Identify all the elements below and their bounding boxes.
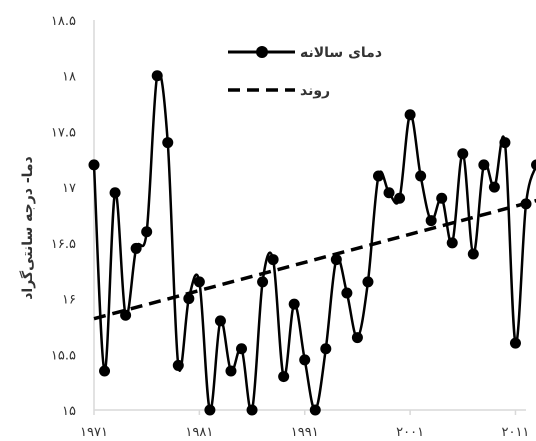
data-point	[372, 170, 384, 182]
data-point	[520, 198, 532, 210]
data-point	[151, 70, 163, 82]
y-tick-label: ۱۷.۵	[51, 125, 76, 140]
y-tick-label: ۱۵.۵	[51, 348, 76, 363]
data-point	[130, 242, 142, 254]
trend-line	[93, 198, 536, 321]
data-point	[457, 148, 469, 160]
x-tick-label: ۲۰۱۱	[501, 425, 529, 440]
data-point	[415, 170, 427, 182]
data-point	[499, 137, 511, 149]
data-point	[278, 371, 290, 383]
data-point	[172, 359, 184, 371]
data-point	[162, 137, 174, 149]
data-point	[299, 354, 311, 366]
data-point	[467, 248, 479, 260]
data-point	[204, 404, 216, 416]
legend-label-annual: دمای سالانه	[300, 45, 382, 61]
y-tick-label: ۱۸	[62, 70, 76, 85]
data-point	[362, 276, 374, 288]
data-point	[330, 254, 342, 266]
legend: دمای سالانه روند	[228, 45, 382, 99]
data-point	[446, 237, 458, 249]
data-point	[99, 365, 111, 377]
data-point	[425, 215, 437, 227]
data-point	[288, 298, 300, 310]
data-point	[120, 309, 132, 321]
data-point	[88, 159, 100, 171]
y-axis-label: دما- درجه سانتی‌گراد	[19, 156, 36, 300]
x-tick-label: ۱۹۸۱	[185, 425, 213, 440]
data-point	[383, 187, 395, 199]
data-point	[109, 187, 121, 199]
data-point	[394, 192, 406, 204]
y-tick-label: ۱۶	[62, 293, 76, 308]
data-point	[183, 293, 195, 305]
data-point	[509, 337, 521, 349]
data-point	[193, 276, 205, 288]
data-point	[257, 276, 269, 288]
data-point	[488, 181, 500, 193]
data-point	[320, 343, 332, 355]
data-point	[351, 332, 363, 344]
x-tick-label: ۲۰۰۱	[396, 425, 424, 440]
annual-temperature-line	[92, 71, 536, 413]
x-tick-label: ۱۹۹۱	[291, 425, 319, 440]
data-point	[246, 404, 258, 416]
chart-series	[88, 70, 536, 416]
data-point	[214, 315, 226, 327]
data-point	[236, 343, 248, 355]
y-tick-label: ۱۶.۵	[51, 237, 76, 252]
data-point	[478, 159, 490, 171]
x-tick-labels: ۱۹۷۱ ۱۹۸۱ ۱۹۹۱ ۲۰۰۱ ۲۰۱۱	[80, 410, 529, 440]
data-point	[436, 192, 448, 204]
data-point	[531, 159, 536, 171]
y-tick-label: ۱۸.۵	[51, 14, 76, 29]
y-tick-label: ۱۵	[62, 404, 76, 419]
data-point	[341, 287, 353, 299]
data-point	[309, 404, 321, 416]
x-tick-label: ۱۹۷۱	[80, 425, 108, 440]
y-tick-label: ۱۷	[62, 181, 76, 196]
data-point	[404, 109, 416, 121]
data-point	[267, 254, 279, 266]
legend-marker-annual	[256, 46, 268, 58]
data-point	[225, 365, 237, 377]
legend-label-trend: روند	[300, 83, 330, 99]
y-tick-labels: ۱۵ ۱۵.۵ ۱۶ ۱۶.۵ ۱۷ ۱۷.۵ ۱۸ ۱۸.۵	[51, 14, 76, 419]
data-point	[141, 226, 153, 238]
